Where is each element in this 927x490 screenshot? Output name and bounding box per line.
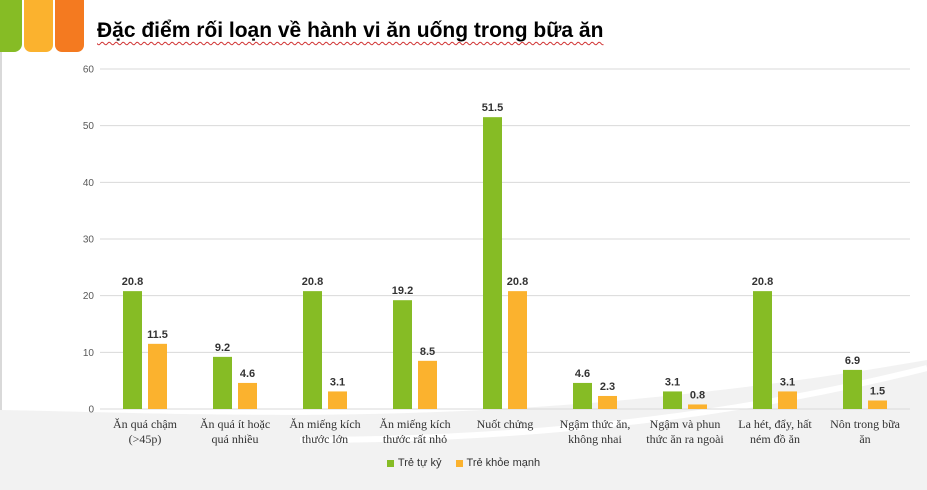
chart-legend: Trẻ tự kỷ Trẻ khỏe mạnh: [0, 457, 927, 469]
x-tick-label: Ăn quá chậm: [113, 417, 178, 431]
legend-item-series-1: Trẻ tự kỷ: [386, 457, 442, 469]
data-label: 20.8: [507, 276, 528, 288]
data-label: 11.5: [147, 329, 168, 341]
bar: [393, 300, 412, 409]
slide-frame-line: [0, 0, 2, 490]
legend-label-series-2: Trẻ khỏe mạnh: [466, 457, 541, 469]
y-tick-label: 10: [83, 348, 95, 359]
bar: [598, 395, 617, 409]
x-tick-label: Ăn quá ít hoặc: [200, 417, 270, 431]
bar: [328, 391, 347, 409]
bar: [573, 382, 592, 409]
data-label: 0.8: [690, 389, 705, 401]
x-tick-label: La hét, đẩy, hất: [738, 417, 812, 431]
y-tick-label: 40: [83, 178, 95, 189]
bar: [868, 400, 887, 409]
slide-title: Đặc điểm rối loạn về hành vi ăn uống tro…: [97, 19, 604, 42]
bar: [483, 117, 502, 410]
x-tick-label: ném đồ ăn: [750, 432, 800, 446]
data-label: 51.5: [482, 102, 503, 114]
y-tick-label: 30: [83, 235, 95, 246]
x-tick-label: Nuốt chửng: [477, 417, 534, 431]
data-label: 19.2: [392, 285, 413, 297]
data-label: 3.1: [780, 376, 795, 388]
bar: [303, 291, 322, 409]
x-tick-label: Ngậm và phun: [650, 417, 721, 431]
data-label: 3.1: [665, 376, 680, 388]
x-tick-label: Ngậm thức ăn,: [560, 417, 631, 431]
data-label: 8.5: [420, 346, 435, 358]
slide-deco-orange-tab: [55, 0, 84, 52]
data-label: 4.6: [240, 368, 255, 380]
data-label: 9.2: [215, 342, 230, 354]
legend-swatch-series-1: [386, 459, 394, 467]
x-tick-label: (>45p): [129, 432, 162, 446]
legend-label-series-1: Trẻ tự kỷ: [397, 457, 442, 469]
data-label: 1.5: [870, 386, 885, 398]
x-tick-label: ăn: [859, 432, 870, 446]
y-tick-label: 50: [83, 121, 95, 132]
data-label: 2.3: [600, 381, 615, 393]
background-swoosh: [0, 360, 927, 490]
data-label: 20.8: [302, 276, 323, 288]
y-tick-label: 60: [83, 65, 95, 76]
bar: [688, 404, 707, 409]
slide-deco-yellow-tab: [24, 0, 53, 52]
slide-deco-green-tab: [0, 0, 22, 52]
x-tick-label: thước lớn: [302, 432, 348, 446]
bar: [663, 391, 682, 409]
x-tick-label: thức ăn ra ngoài: [646, 432, 724, 446]
bar: [148, 343, 167, 409]
data-label: 4.6: [575, 368, 590, 380]
x-tick-label: Nôn trong bữa: [830, 417, 901, 431]
data-label: 20.8: [752, 276, 773, 288]
legend-swatch-series-2: [455, 459, 463, 467]
y-tick-label: 20: [83, 291, 95, 302]
bar: [843, 369, 862, 409]
x-tick-label: thước rất nhỏ: [383, 432, 447, 446]
x-tick-label: Ăn miếng kích: [289, 417, 360, 431]
bar: [418, 360, 437, 409]
y-tick-label: 0: [88, 405, 94, 416]
bar: [778, 391, 797, 409]
bar: [238, 382, 257, 409]
x-tick-label: quá nhiều: [212, 432, 259, 446]
x-tick-label: Ăn miếng kích: [379, 417, 450, 431]
bar: [753, 291, 772, 409]
data-label: 20.8: [122, 276, 143, 288]
bar: [123, 291, 142, 409]
data-label: 6.9: [845, 355, 860, 367]
data-label: 3.1: [330, 376, 345, 388]
legend-item-series-2: Trẻ khỏe mạnh: [455, 457, 541, 469]
bar: [213, 356, 232, 409]
x-tick-label: không nhai: [568, 432, 622, 446]
bar: [508, 291, 527, 409]
